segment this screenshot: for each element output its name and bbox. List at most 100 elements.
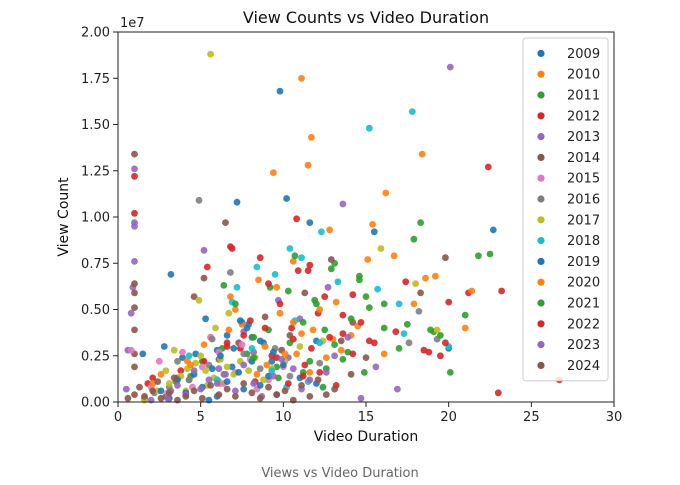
x-tick-label: 5 [197,410,205,425]
data-point-2021 [291,252,299,260]
data-point-2010 [304,161,312,169]
data-point-2017 [165,380,173,387]
x-tick-label: 0 [114,410,122,425]
legend-box [522,37,609,382]
legend-marker-2020 [537,278,545,286]
data-point-2014 [200,274,208,282]
data-point-2019 [223,378,231,385]
data-point-2009 [167,271,175,278]
data-point-2015 [179,348,186,356]
data-point-2016 [195,196,203,204]
chart-caption: Views vs Video Duration [261,466,419,481]
data-point-2021 [331,341,338,348]
data-point-2011 [417,219,424,227]
legend-label-2013: 2013 [567,130,600,145]
legend-label-2017: 2017 [567,213,600,228]
data-point-2022 [227,243,234,251]
data-point-2021 [319,383,327,391]
y-tick-label: 1.00 [81,211,110,226]
x-axis-ticks: 0 5 10 15 20 25 30 [114,402,622,425]
data-point-2021 [380,324,388,332]
data-point-2020 [322,354,330,361]
data-point-2012 [177,367,185,374]
data-point-2024 [124,394,132,402]
data-point-2020 [422,274,429,282]
data-point-2010 [410,300,418,308]
data-point-2024 [240,380,248,387]
data-points-layer [122,50,563,404]
data-point-2018 [268,367,276,374]
data-point-2019 [243,324,251,332]
data-point-2019 [157,387,165,395]
data-point-2009 [233,198,241,206]
data-point-2009 [276,87,284,95]
data-point-2018 [271,271,279,278]
legend-marker-2017 [537,216,545,224]
data-point-2014 [131,150,138,158]
data-point-2013 [122,385,130,393]
data-point-2016 [415,308,423,315]
data-point-2020 [289,319,297,326]
data-point-2022 [308,345,315,352]
data-point-2020 [298,330,305,337]
legend-label-2024: 2024 [567,359,600,374]
data-point-2016 [185,376,193,384]
data-point-2020 [187,361,195,369]
data-point-2024 [136,383,143,391]
y-tick-label: 0.75 [81,257,110,272]
data-point-2011 [446,369,454,376]
data-point-2018 [400,330,408,337]
data-point-2011 [410,235,418,243]
data-point-2022 [321,293,329,300]
data-point-2018 [408,108,416,115]
legend-label-2018: 2018 [567,234,600,249]
data-point-2024 [190,387,198,395]
data-point-2023 [213,380,221,387]
data-point-2009 [306,219,314,227]
data-point-2022 [203,263,211,271]
data-point-2022 [289,335,297,343]
data-point-2021 [299,319,307,326]
data-point-2012 [494,389,502,397]
data-point-2022 [392,328,400,336]
y-tick-label: 0.00 [81,396,110,411]
legend-label-2010: 2010 [567,68,600,83]
data-point-2022 [370,339,378,347]
data-point-2021 [395,345,403,352]
y-tick-label: 1.50 [81,118,110,133]
data-point-2024 [248,389,256,397]
data-point-2020 [225,326,233,334]
legend-label-2021: 2021 [567,297,600,312]
data-point-2013 [394,385,401,393]
legend-marker-2022 [537,320,545,328]
data-point-2017 [170,346,178,354]
data-point-2012 [200,357,208,365]
data-point-2022 [223,343,231,350]
legend-marker-2009 [537,49,545,58]
data-point-2013 [372,363,380,371]
data-point-2019 [236,317,244,324]
data-point-2024 [215,391,223,398]
legend-label-2015: 2015 [567,172,600,187]
data-point-2010 [227,293,234,300]
legend: 2009 2010 2011 2012 2013 2014 2015 2016 2017 2018… [522,37,609,382]
y-axis-ticks: 0.00 0.25 0.50 0.75 1.00 1.25 1.50 1.75 2.00 [81,26,118,411]
data-point-2022 [420,346,428,354]
data-point-2020 [337,346,345,354]
data-point-2021 [362,293,370,300]
data-point-2012 [484,163,492,171]
data-point-2020 [253,370,261,378]
data-point-2024 [314,376,322,384]
data-point-2018 [253,263,261,271]
data-point-2012 [445,298,453,306]
data-point-2024 [141,393,148,400]
data-point-2014 [131,363,138,371]
data-point-2012 [265,280,272,287]
data-point-2021 [220,282,228,289]
data-point-2013 [131,258,138,265]
data-point-2023 [174,382,181,389]
data-point-2024 [347,370,355,378]
data-point-2010 [309,326,317,334]
data-point-2022 [442,339,449,347]
data-point-2017 [377,245,385,252]
